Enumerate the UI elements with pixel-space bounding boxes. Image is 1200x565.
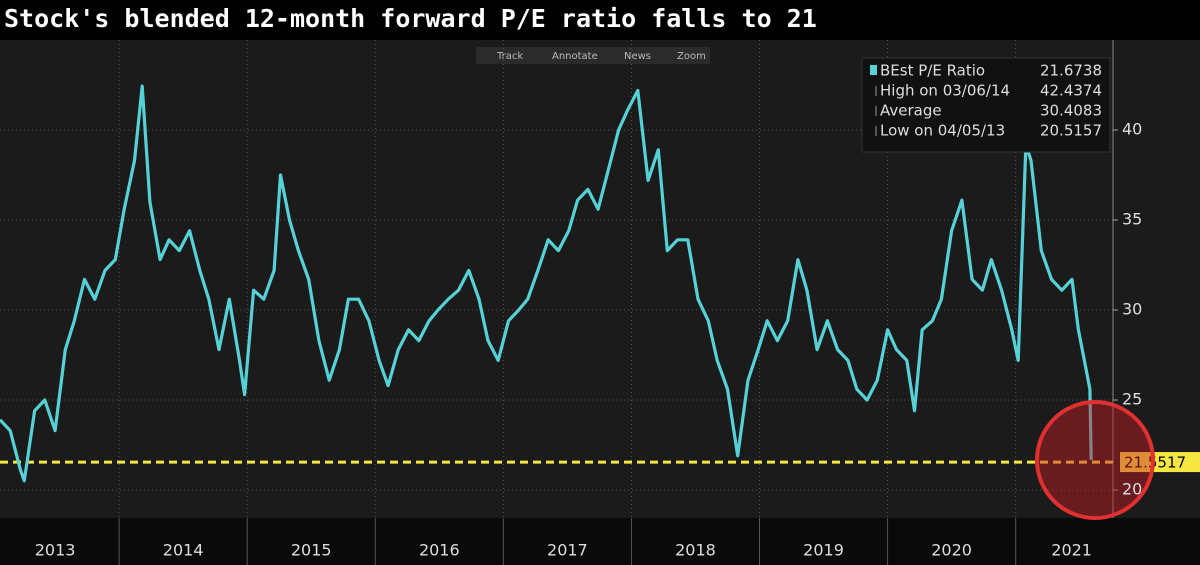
y-tick-label: 40 <box>1122 120 1142 139</box>
highlight-circle <box>1035 400 1155 520</box>
x-tick-label: 2013 <box>35 541 76 560</box>
x-tick-label: 2016 <box>419 541 460 560</box>
x-tick-label: 2018 <box>675 541 716 560</box>
y-tick-label: 25 <box>1122 390 1142 409</box>
legend-label: High on 03/06/14 <box>880 82 1010 100</box>
legend: BEst P/E Ratio 21.6738 High on 03/06/14 42.… <box>861 57 1111 153</box>
line <box>0 84 1093 483</box>
legend-value: 21.6738 <box>1040 62 1102 80</box>
x-tick-label: 2014 <box>163 541 204 560</box>
x-tick-label: 2021 <box>1051 541 1092 560</box>
y-tick-label: 30 <box>1122 300 1142 319</box>
toolbar: Track Annotate News Zoom <box>476 47 710 64</box>
y-tick-label: 20 <box>1122 480 1142 499</box>
legend-value: 20.5157 <box>1040 122 1102 140</box>
legend-label: BEst P/E Ratio <box>880 62 985 80</box>
x-tick-label: 2019 <box>803 541 844 560</box>
toolbar-background <box>476 47 710 64</box>
toolbar-button[interactable]: Zoom <box>677 51 706 62</box>
reference-label: 21.5517 <box>1124 454 1186 472</box>
toolbar-button[interactable]: News <box>624 51 651 62</box>
legend-background <box>861 57 1111 153</box>
legend-label: Low on 04/05/13 <box>880 122 1005 140</box>
legend-value: 42.4374 <box>1040 82 1102 100</box>
legend-swatch <box>870 65 877 75</box>
x-axis-band <box>0 518 1200 565</box>
x-tick-label: 2020 <box>931 541 972 560</box>
legend-label: Average <box>880 102 942 120</box>
chart-title: Stock's blended 12-month forward P/E rat… <box>4 4 817 33</box>
plot: 21.5517 <box>0 40 1200 565</box>
reference-label-box <box>1120 452 1200 473</box>
x-tick-label: 2015 <box>291 541 332 560</box>
toolbar-button[interactable]: Track <box>496 51 523 62</box>
legend-value: 30.4083 <box>1040 102 1102 120</box>
toolbar-button[interactable]: Annotate <box>552 51 598 62</box>
y-tick-label: 35 <box>1122 210 1142 229</box>
x-tick-label: 2017 <box>547 541 588 560</box>
